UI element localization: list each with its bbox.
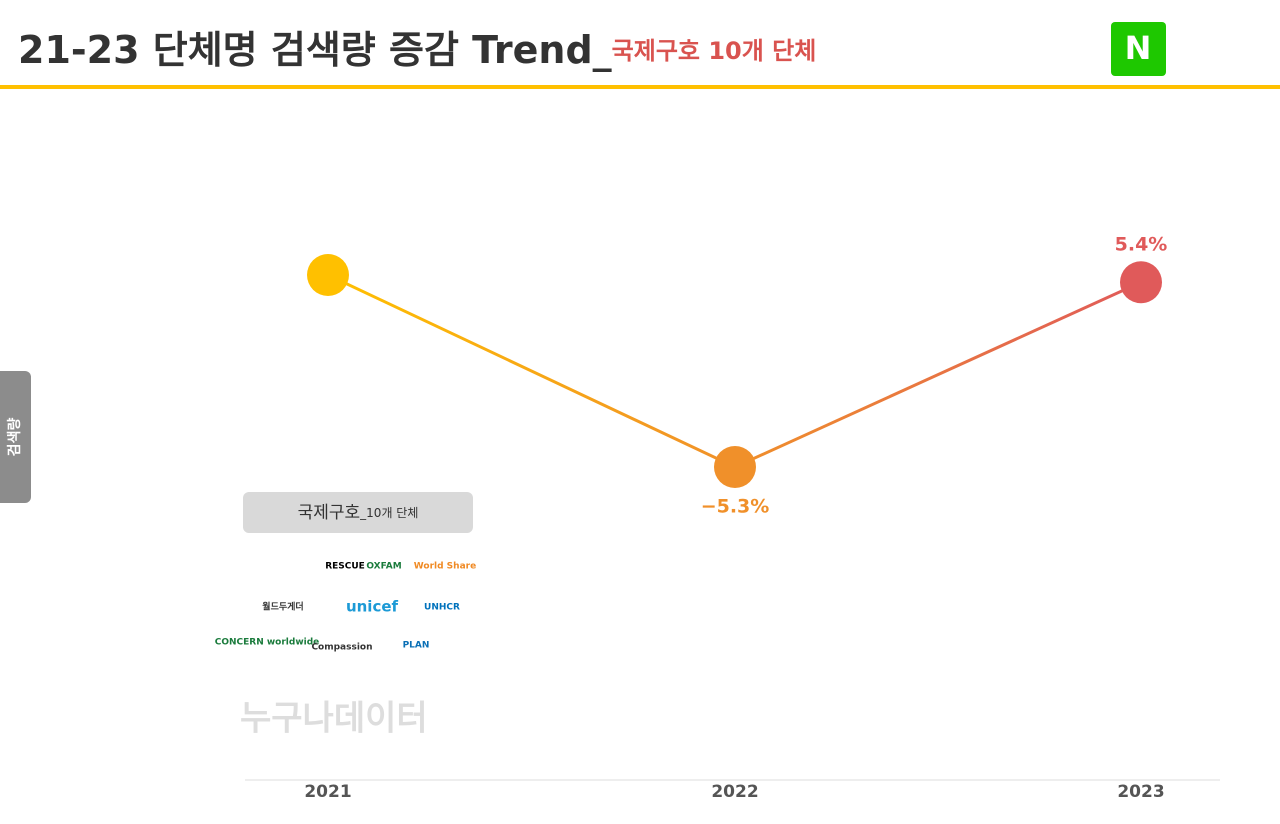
subtitle: 국제구호 10개 단체	[612, 37, 817, 65]
logo: Compassion	[311, 643, 372, 653]
point	[307, 254, 349, 296]
logo: UNHCR	[424, 603, 460, 613]
x-tick-label: 2021	[304, 782, 351, 802]
legend-title: 국제구호_10개 단체	[298, 503, 419, 523]
point	[1120, 261, 1162, 304]
side-tab	[0, 371, 31, 503]
legend-name: 국제구호	[298, 503, 361, 523]
legend-suffix: _10개 단체	[359, 506, 418, 520]
logo: RESCUE	[325, 562, 365, 572]
point	[714, 446, 756, 488]
change-label: −5.3%	[701, 496, 770, 518]
title: 21-23 단체명 검색량 증감 Trend_국제구호 10개 단체	[18, 28, 816, 72]
x-tick-label: 2022	[711, 782, 758, 802]
badge-text: N	[1125, 29, 1152, 67]
logo: 월드두게더	[262, 601, 303, 613]
x-tick-label: 2023	[1117, 782, 1164, 802]
line	[327, 273, 1142, 469]
logo: OXFAM	[366, 562, 401, 572]
logo: World Share	[414, 562, 476, 572]
title-text: 21-23 단체명 검색량 증감 Trend_	[18, 28, 612, 72]
legend-box	[243, 492, 473, 533]
change-label: 5.4%	[1115, 234, 1168, 256]
logo: CONCERN worldwide	[215, 638, 320, 648]
logo: unicef	[346, 598, 399, 616]
title-rule	[0, 85, 1280, 89]
watermark: 누구나데이터	[240, 699, 428, 739]
side-label: 검색량	[6, 418, 23, 457]
naver-badge	[1111, 22, 1166, 76]
logo: PLAN	[403, 641, 430, 651]
logos: RESCUE OXFAM World Share 월드두게더 unicef UNHCR CO…	[215, 562, 476, 653]
